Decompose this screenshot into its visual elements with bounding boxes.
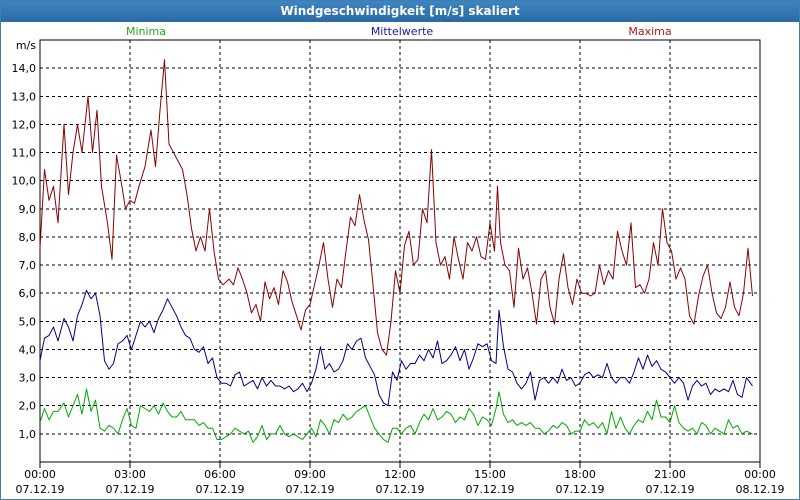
- chart-title: Windgeschwindigkeit [m/s] skaliert: [1, 1, 799, 22]
- legend-maxima: Maxima: [628, 25, 671, 38]
- legend-minima: Minima: [126, 25, 166, 38]
- x-tick-date: 07.12.19: [376, 483, 425, 496]
- y-tick-label: 12,0: [12, 118, 37, 131]
- x-tick-time: 06:00: [204, 468, 236, 481]
- x-tick-date: 08.12.19: [736, 483, 785, 496]
- axes: 1,0 2,0 3,0 4,0 5,0 6,0 7,0 8,0 9,0 10,0 11,0 12,0 1…: [12, 39, 785, 496]
- y-tick-label: 11,0: [12, 147, 37, 160]
- y-tick-label: 14,0: [12, 62, 37, 75]
- y-tick-label: 5,0: [19, 315, 37, 328]
- y-tick-label: 8,0: [19, 231, 37, 244]
- x-tick-date: 07.12.19: [556, 483, 605, 496]
- y-tick-label: 6,0: [19, 287, 37, 300]
- x-tick-time: 09:00: [294, 468, 326, 481]
- x-tick-date: 07.12.19: [286, 483, 335, 496]
- y-tick-label: 10,0: [12, 175, 37, 188]
- x-tick-time: 00:00: [744, 468, 776, 481]
- series-line-minima: [39, 388, 753, 443]
- y-tick-label: 4,0: [19, 343, 37, 356]
- grid: [40, 40, 760, 462]
- legend-mittelwerte: Mittelwerte: [371, 25, 434, 38]
- x-tick-date: 07.12.19: [196, 483, 245, 496]
- x-tick-date: 07.12.19: [16, 483, 65, 496]
- x-tick-date: 07.12.19: [646, 483, 695, 496]
- y-tick-label: 13,0: [12, 90, 37, 103]
- x-tick-date: 07.12.19: [466, 483, 515, 496]
- y-tick-label: 2,0: [19, 400, 37, 413]
- series-line-maxima: [39, 59, 753, 356]
- plot-area-border: [39, 39, 761, 463]
- x-tick-time: 03:00: [114, 468, 146, 481]
- y-axis-unit-label: m/s: [16, 39, 36, 52]
- x-tick-time: 00:00: [24, 468, 56, 481]
- y-tick-label: 9,0: [19, 203, 37, 216]
- y-tick-label: 3,0: [19, 372, 37, 385]
- x-tick-time: 18:00: [564, 468, 596, 481]
- x-tick-time: 12:00: [384, 468, 416, 481]
- legend: Minima Mittelwerte Maxima: [126, 25, 672, 38]
- series-lines: [39, 59, 753, 443]
- x-tick-time: 15:00: [474, 468, 506, 481]
- y-tick-label: 7,0: [19, 259, 37, 272]
- x-tick-time: 21:00: [654, 468, 686, 481]
- series-line-mittelwerte: [39, 289, 753, 407]
- y-tick-label: 1,0: [19, 428, 37, 441]
- x-tick-date: 07.12.19: [106, 483, 155, 496]
